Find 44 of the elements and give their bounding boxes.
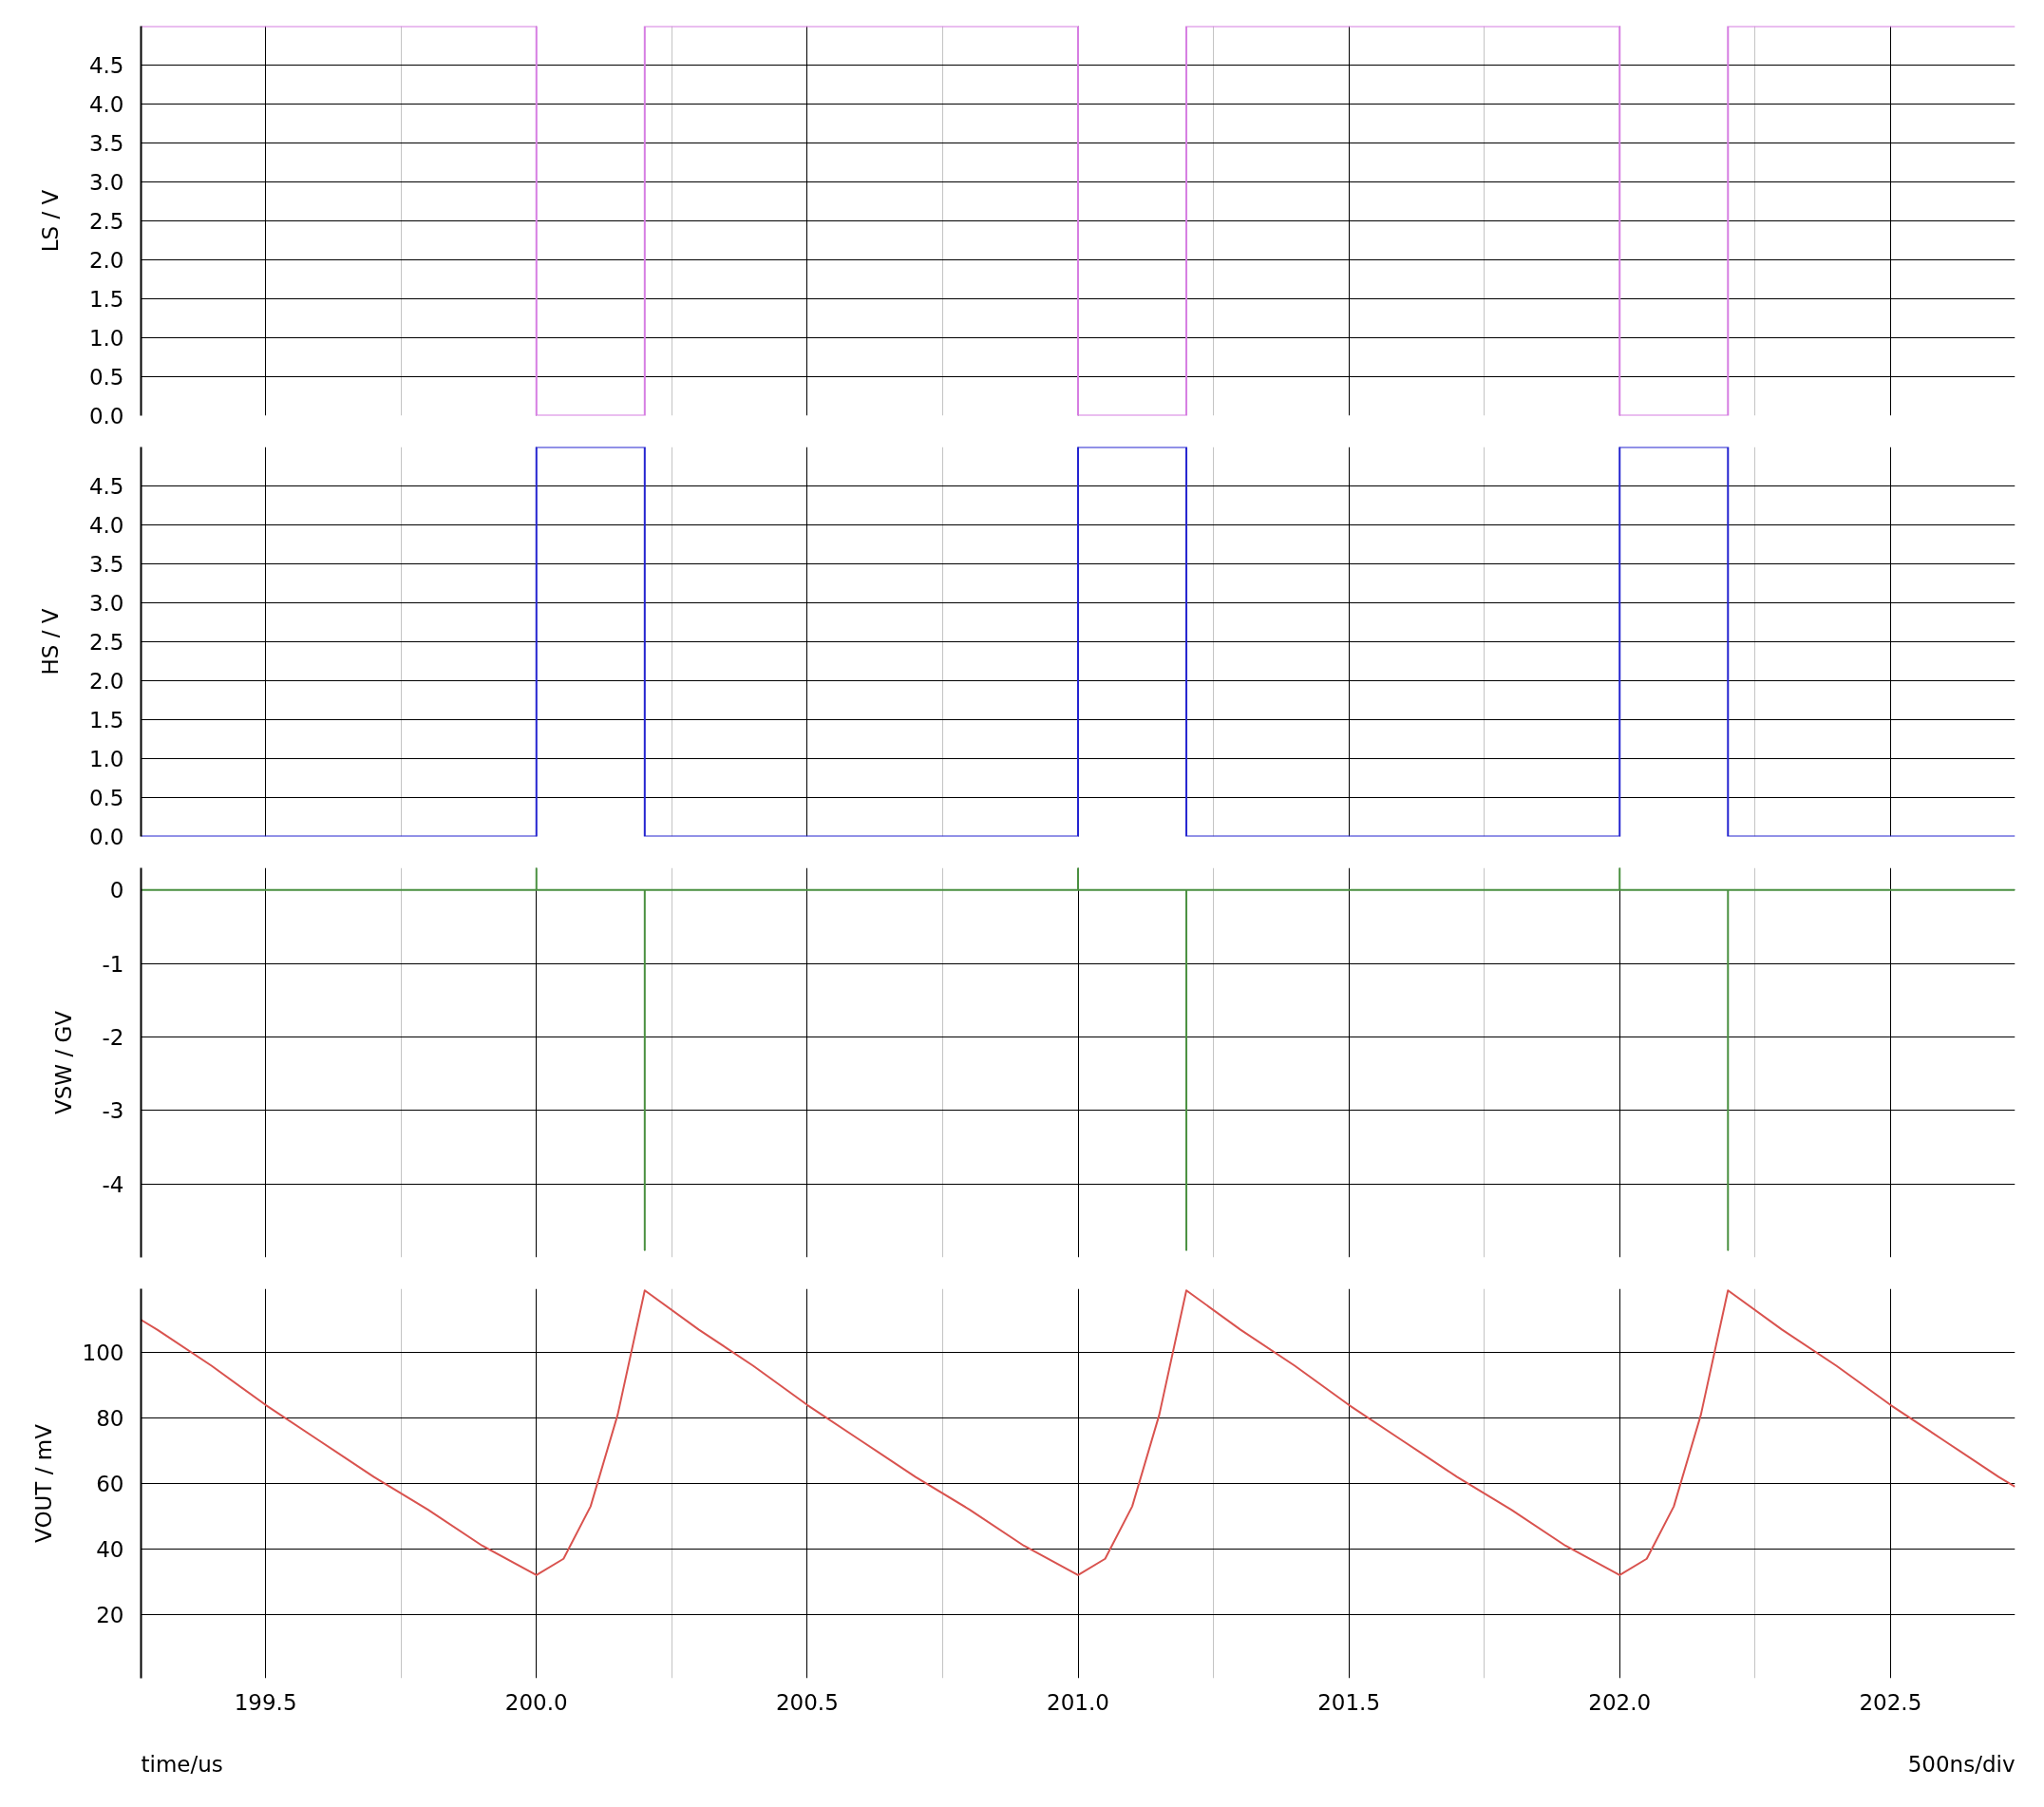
y-tick-label: -4 bbox=[102, 1171, 124, 1197]
x-tick-label: 202.5 bbox=[1859, 1689, 1922, 1715]
y-tick-label: 80 bbox=[96, 1406, 124, 1432]
y-tick-label: 4.5 bbox=[88, 474, 124, 499]
x-tick-label: 201.5 bbox=[1317, 1689, 1381, 1715]
y-tick-label: 3.5 bbox=[88, 131, 124, 156]
y-tick-label: 0.0 bbox=[88, 404, 124, 428]
y-tick-label: -1 bbox=[102, 951, 124, 977]
y-tick-label: -2 bbox=[102, 1024, 124, 1050]
y-tick-label: 3.0 bbox=[88, 591, 124, 616]
y-tick-label: 3.0 bbox=[88, 170, 124, 195]
y-axis-title: HS / V bbox=[37, 608, 63, 675]
y-tick-label: 0.5 bbox=[88, 786, 124, 810]
y-axis-title: VSW / GV bbox=[50, 1010, 76, 1114]
x-tick-label: 201.0 bbox=[1047, 1689, 1109, 1715]
y-tick-label: 1.5 bbox=[88, 708, 124, 732]
y-tick-label: 2.5 bbox=[88, 209, 124, 234]
y-tick-label: 0.0 bbox=[88, 825, 124, 849]
y-tick-label: 4.0 bbox=[88, 513, 124, 538]
y-tick-label: 20 bbox=[96, 1602, 124, 1627]
y-tick-label: 4.5 bbox=[88, 53, 124, 78]
y-tick-label: 60 bbox=[96, 1472, 124, 1496]
y-tick-label: 2.0 bbox=[88, 669, 124, 694]
y-tick-label: 1.0 bbox=[88, 326, 124, 351]
x-tick-label: 200.0 bbox=[504, 1689, 568, 1715]
text: 500ns/div bbox=[1907, 1751, 2016, 1777]
y-tick-label: 2.5 bbox=[88, 630, 124, 655]
y-tick-label: 40 bbox=[96, 1536, 124, 1562]
x-tick-label: 200.5 bbox=[775, 1689, 839, 1715]
y-tick-label: 0.5 bbox=[88, 365, 124, 390]
y-tick-label: 100 bbox=[82, 1341, 124, 1366]
x-axis-title: time/us bbox=[141, 1751, 223, 1777]
y-tick-label: -3 bbox=[102, 1098, 124, 1124]
y-tick-label: 0 bbox=[109, 878, 124, 904]
y-axis-title: VOUT / mV bbox=[30, 1423, 56, 1543]
x-tick-label: 199.5 bbox=[234, 1689, 297, 1715]
x-tick-label: 202.0 bbox=[1588, 1689, 1652, 1715]
line-series bbox=[141, 1289, 2016, 1576]
y-tick-label: 1.5 bbox=[88, 287, 124, 312]
y-tick-label: 2.0 bbox=[88, 248, 124, 273]
y-tick-label: 3.5 bbox=[88, 552, 124, 577]
y-tick-label: 1.0 bbox=[88, 747, 124, 771]
y-tick-label: 4.0 bbox=[88, 92, 124, 117]
y-axis-title: LS / V bbox=[37, 189, 63, 253]
